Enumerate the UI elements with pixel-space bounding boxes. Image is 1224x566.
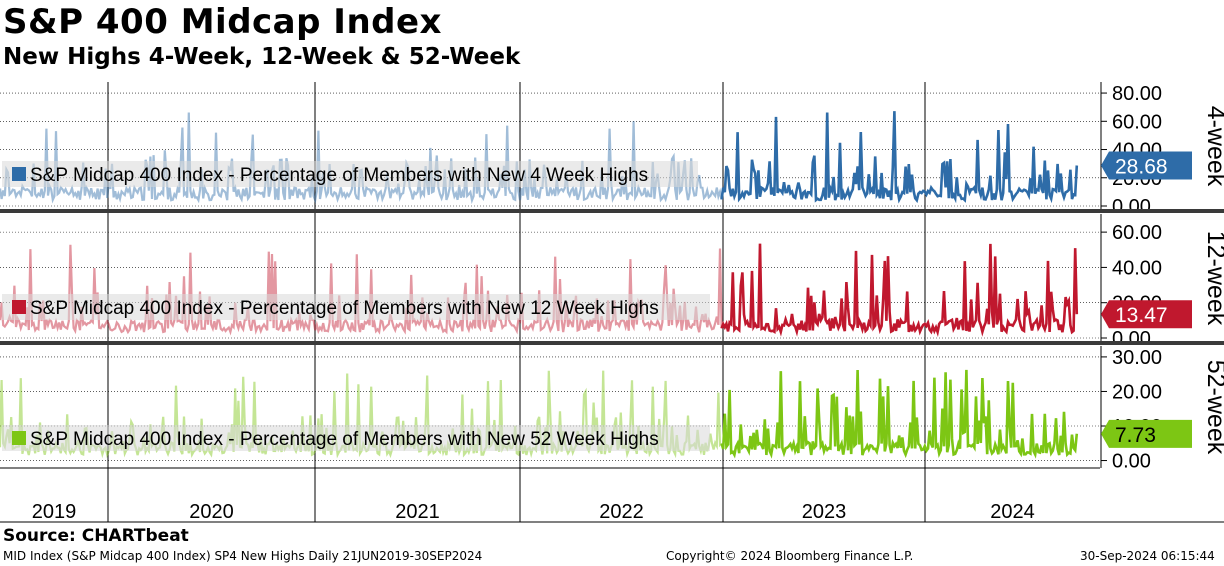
y-tick-label: 20.00	[1112, 381, 1162, 403]
twelve_week-series-line	[720, 243, 1079, 337]
x-tick-label: 2019	[32, 501, 77, 523]
fifty_two_week-series-line	[720, 369, 1079, 459]
four_week-series-line	[720, 111, 1079, 204]
y-tick-label: 80.00	[1112, 83, 1162, 105]
y-tick-label: 60.00	[1112, 111, 1162, 133]
chart-subtitle: New Highs 4-Week, 12-Week & 52-Week	[3, 44, 521, 70]
x-tick-label: 2023	[802, 501, 847, 523]
timestamp: 30-Sep-2024 06:15:44	[1080, 549, 1215, 563]
panel-separator	[0, 341, 1224, 345]
last-value-label: 28.68	[1115, 156, 1168, 179]
x-tick-label: 2024	[990, 501, 1035, 523]
x-tick-label: 2020	[189, 501, 234, 523]
last-value-label: 13.47	[1115, 304, 1168, 327]
legend-label: S&P Midcap 400 Index - Percentage of Mem…	[30, 429, 659, 450]
x-tick-label: 2022	[599, 501, 644, 523]
y-tick-label: 0.00	[1112, 196, 1151, 218]
legend-swatch	[12, 167, 26, 181]
last-value-label: 7.73	[1115, 424, 1156, 447]
copyright: Copyright© 2024 Bloomberg Finance L.P.	[666, 549, 914, 563]
legend-label: S&P Midcap 400 Index - Percentage of Mem…	[30, 298, 659, 319]
y-tick-label: 40.00	[1112, 257, 1162, 279]
legend-box	[2, 161, 698, 187]
legend-box	[2, 425, 710, 451]
source-label: Source: CHARTbeat	[3, 526, 189, 546]
panel-side-label: 52-week	[1202, 360, 1224, 455]
legend-swatch	[12, 300, 26, 314]
y-tick-label: 30.00	[1112, 347, 1162, 369]
chart-title: S&P 400 Midcap Index	[3, 2, 442, 42]
panel-separator	[0, 209, 1224, 213]
last-value-tag	[1101, 300, 1192, 329]
panel-side-label: 4-week	[1202, 106, 1224, 187]
y-tick-label: 0.00	[1112, 451, 1151, 473]
legend-swatch	[12, 431, 26, 445]
panel-side-label: 12-week	[1202, 231, 1224, 326]
y-tick-label: 60.00	[1112, 222, 1162, 244]
legend-label: S&P Midcap 400 Index - Percentage of Mem…	[30, 165, 648, 186]
ticker-info: MID Index (S&P Midcap 400 Index) SP4 New…	[3, 549, 483, 563]
last-value-tag	[1101, 419, 1192, 448]
legend-box	[2, 294, 710, 320]
x-tick-label: 2021	[395, 501, 440, 523]
last-value-tag	[1101, 151, 1192, 180]
